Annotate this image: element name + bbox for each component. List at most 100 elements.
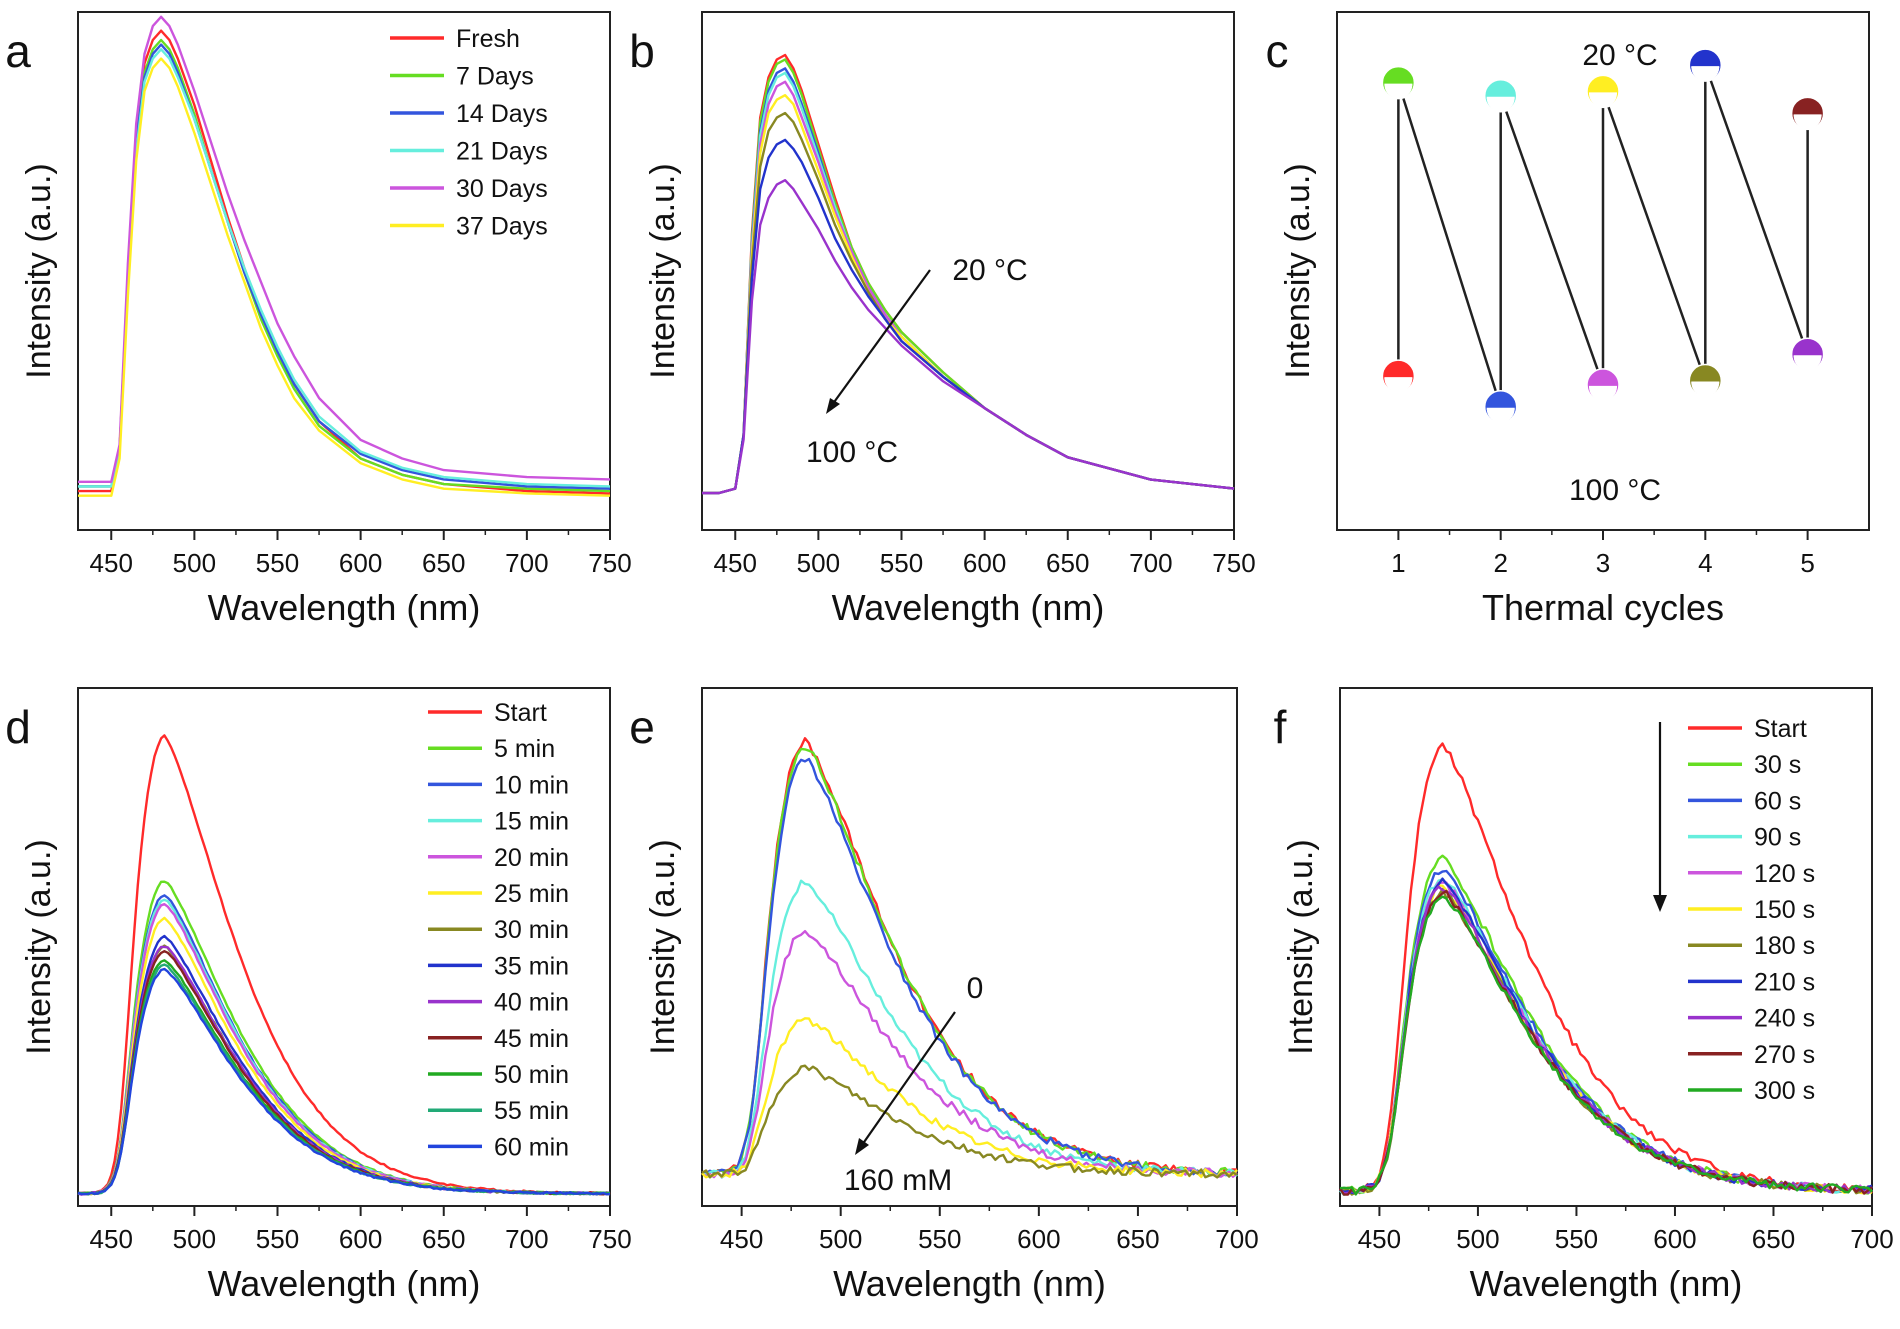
legend-entry-a: Fresh	[456, 25, 520, 53]
legend-entry-a: 14 Days	[456, 100, 548, 128]
trend-arrowhead-e	[855, 1138, 869, 1155]
cycle-point	[1483, 390, 1518, 424]
legend-entry-f: 150 s	[1754, 896, 1815, 924]
y-axis-label-d: Intensity (a.u.)	[20, 839, 58, 1054]
x-axis-label-f: Wavelength (nm)	[1470, 1263, 1743, 1304]
series-line-d-12	[77, 967, 611, 1196]
x-tick-label-b: 450	[714, 548, 757, 578]
panel-f-axes-frame	[1339, 687, 1873, 1207]
x-tick-label-c: 1	[1391, 548, 1405, 578]
x-tick-label-e: 650	[1116, 1224, 1159, 1254]
legend-entry-d: 30 min	[494, 916, 569, 944]
series-line-f-10	[1339, 895, 1873, 1196]
point-half-fill	[1384, 84, 1413, 99]
trend-arrow-b	[831, 269, 931, 406]
legend-entry-f: 300 s	[1754, 1077, 1815, 1105]
x-tick-label-e: 500	[819, 1224, 862, 1254]
x-tick-label-d: 450	[90, 1224, 133, 1254]
cycle-point	[1586, 74, 1620, 109]
panel-d: d Intensity (a.u.) Wavelength (nm) 450 500 55…	[5, 687, 632, 1304]
series-line-e-1	[701, 747, 1238, 1179]
y-axis-label-c: Intensity (a.u.)	[1279, 163, 1317, 378]
legend-entry-d: 15 min	[494, 808, 569, 836]
panel-label-e: e	[629, 701, 655, 753]
legend-entry-d: 35 min	[494, 952, 569, 980]
panel-label-a: a	[5, 25, 31, 77]
cycle-point	[1790, 337, 1825, 371]
legend-entry-f: Start	[1754, 715, 1807, 743]
point-half-fill	[1691, 382, 1720, 397]
x-tick-label-c: 2	[1493, 548, 1507, 578]
annotation-top-e: 0	[967, 972, 984, 1005]
x-tick-label-b: 550	[880, 548, 923, 578]
legend-entry-d: 10 min	[494, 771, 569, 799]
series-line-e-6	[701, 1064, 1238, 1179]
x-tick-label-d: 500	[173, 1224, 216, 1254]
cycle-point	[1586, 368, 1620, 402]
legend-entry-d: 40 min	[494, 989, 569, 1017]
x-tick-label-d: 700	[505, 1224, 548, 1254]
x-axis-label-e: Wavelength (nm)	[833, 1263, 1106, 1304]
series-line-f-3	[1339, 878, 1873, 1196]
legend-entry-f: 90 s	[1754, 824, 1801, 852]
cycle-point	[1483, 79, 1518, 113]
series-line-b-4	[702, 80, 1235, 495]
cycle-connector-lines	[1397, 64, 1809, 408]
x-axis-label-a: Wavelength (nm)	[208, 587, 481, 628]
panel-label-b: b	[629, 25, 655, 77]
point-half-fill	[1486, 408, 1515, 423]
x-tick-label-a: 750	[588, 548, 631, 578]
panel-d-axes-frame	[77, 687, 611, 1207]
panel-e: e Intensity (a.u.) Wavelength (nm) 450 500 55…	[629, 687, 1259, 1304]
x-tick-label-d: 650	[422, 1224, 465, 1254]
panel-label-d: d	[5, 701, 31, 753]
panel-label-c: c	[1266, 25, 1289, 77]
legend-a: Fresh 7 Days 14 Days 21 Days 30 Days 37 Days	[390, 25, 548, 241]
series-line-b-5	[702, 94, 1235, 495]
y-axis-label-b: Intensity (a.u.)	[644, 163, 682, 378]
legend-entry-d: Start	[494, 699, 547, 727]
point-half-fill	[1486, 97, 1515, 112]
legend-entry-f: 270 s	[1754, 1041, 1815, 1069]
x-tick-label-f: 600	[1653, 1224, 1696, 1254]
annotation-top-b: 20 °C	[952, 254, 1027, 287]
point-half-fill	[1589, 93, 1617, 108]
cycle-point	[1688, 363, 1723, 398]
x-tick-label-b: 500	[797, 548, 840, 578]
x-tick-label-f: 500	[1456, 1224, 1499, 1254]
x-tick-label-b: 750	[1212, 548, 1255, 578]
legend-entry-d: 45 min	[494, 1025, 569, 1053]
panel-b-axes-frame	[701, 11, 1235, 531]
annotation-top-c: 20 °C	[1582, 39, 1657, 72]
x-tick-label-a: 450	[90, 548, 133, 578]
panel-e-axes-frame	[701, 687, 1238, 1207]
point-half-fill	[1589, 386, 1617, 401]
x-tick-label-f: 450	[1358, 1224, 1401, 1254]
panel-b: b Intensity (a.u.) Wavelength (nm) 450 500 55…	[629, 11, 1256, 628]
point-half-fill	[1384, 378, 1413, 393]
x-tick-label-f: 700	[1850, 1224, 1893, 1254]
x-axis-label-b: Wavelength (nm)	[832, 587, 1105, 628]
legend-entry-f: 180 s	[1754, 932, 1815, 960]
x-tick-label-d: 600	[339, 1224, 382, 1254]
x-tick-label-d: 550	[256, 1224, 299, 1254]
legend-entry-f: 60 s	[1754, 787, 1801, 815]
x-tick-label-c: 3	[1596, 548, 1610, 578]
panel-a-axes-frame	[77, 11, 611, 531]
x-tick-label-e: 600	[1017, 1224, 1060, 1254]
x-tick-label-f: 550	[1555, 1224, 1598, 1254]
annotation-bottom-b: 100 °C	[806, 436, 898, 469]
x-tick-label-b: 650	[1046, 548, 1089, 578]
x-tick-label-e: 450	[720, 1224, 763, 1254]
series-line-e-4	[701, 930, 1238, 1179]
trend-arrowhead-b	[826, 398, 840, 414]
legend-entry-d: 50 min	[494, 1061, 569, 1089]
series-line-b-8	[702, 179, 1235, 495]
legend-entry-d: 20 min	[494, 844, 569, 872]
x-axis-label-d: Wavelength (nm)	[208, 1263, 481, 1304]
series-line-b-6	[702, 111, 1235, 495]
annotation-bottom-c: 100 °C	[1569, 474, 1661, 507]
legend-entry-f: 120 s	[1754, 860, 1815, 888]
panel-label-f: f	[1274, 701, 1287, 753]
panel-c: c Intensity (a.u.) Thermal cycles 1 2 3 4 5 20 °…	[1266, 11, 1870, 628]
